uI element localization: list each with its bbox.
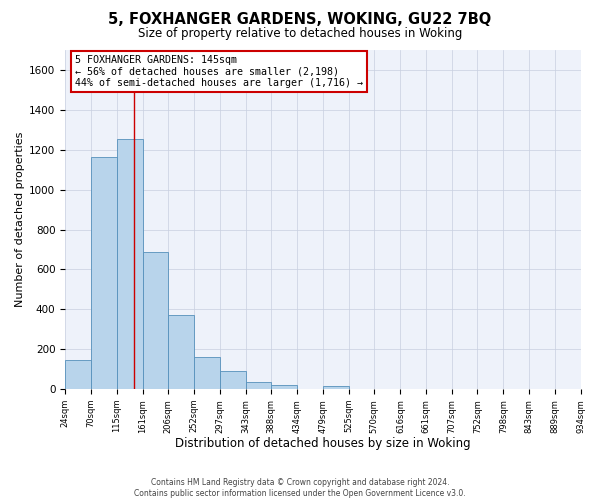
Bar (271, 384, 298, 389)
Bar (246, 382, 271, 389)
Bar (65, 360, 91, 389)
Bar (194, 357, 220, 389)
Text: Size of property relative to detached houses in Woking: Size of property relative to detached ho… (138, 28, 462, 40)
Text: Contains HM Land Registry data © Crown copyright and database right 2024.
Contai: Contains HM Land Registry data © Crown c… (134, 478, 466, 498)
Bar (91, 156, 116, 389)
Text: 5, FOXHANGER GARDENS, WOKING, GU22 7BQ: 5, FOXHANGER GARDENS, WOKING, GU22 7BQ (109, 12, 491, 28)
Bar (116, 139, 143, 389)
Y-axis label: Number of detached properties: Number of detached properties (15, 132, 25, 307)
Text: 5 FOXHANGER GARDENS: 145sqm
← 56% of detached houses are smaller (2,198)
44% of : 5 FOXHANGER GARDENS: 145sqm ← 56% of det… (76, 55, 364, 88)
X-axis label: Distribution of detached houses by size in Woking: Distribution of detached houses by size … (175, 437, 470, 450)
Bar (323, 386, 349, 389)
Bar (220, 371, 246, 389)
Bar (143, 252, 168, 389)
Bar (168, 316, 194, 389)
